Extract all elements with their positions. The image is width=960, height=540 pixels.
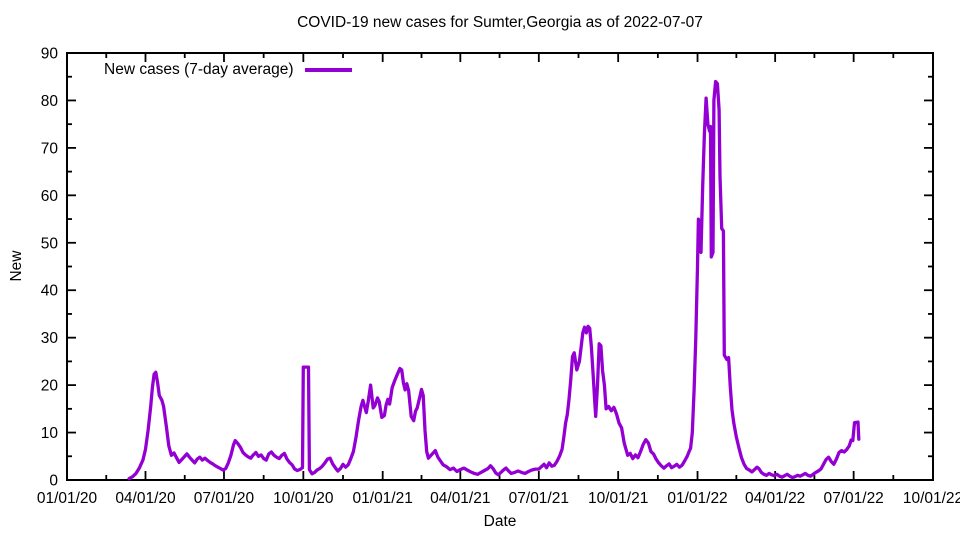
y-tick-label: 90 (41, 46, 59, 63)
legend-line-sample (304, 68, 352, 72)
x-tick-label: 04/01/20 (115, 490, 176, 507)
y-tick-label: 50 (41, 235, 59, 252)
x-tick-label: 10/01/21 (588, 490, 648, 507)
y-tick-label: 70 (41, 140, 59, 157)
y-tick-label: 0 (49, 473, 58, 490)
x-tick-label: 01/01/20 (37, 490, 98, 507)
x-tick-label: 01/01/22 (667, 490, 727, 507)
y-tick-label: 80 (41, 93, 59, 110)
plot-frame (66, 52, 934, 481)
y-tick-label: 20 (41, 378, 59, 395)
y-tick-label: 10 (41, 425, 59, 442)
legend: New cases (7-day average) (104, 61, 352, 79)
x-tick-label: 01/01/21 (353, 490, 413, 507)
legend-label: New cases (7-day average) (104, 61, 294, 78)
x-tick-label: 07/01/21 (509, 490, 569, 507)
x-tick-label: 04/01/22 (745, 490, 805, 507)
y-tick-label: 60 (41, 188, 59, 205)
y-tick-label: 30 (41, 330, 59, 347)
x-tick-label: 10/01/20 (273, 490, 334, 507)
x-tick-label: 07/01/20 (194, 490, 255, 507)
chart-title: COVID-19 new cases for Sumter,Georgia as… (297, 14, 703, 31)
series-line-new-cases (127, 79, 861, 481)
y-tick-label: 40 (41, 283, 59, 300)
x-tick-label: 10/01/22 (903, 490, 960, 507)
x-axis-title: Date (483, 513, 517, 530)
x-tick-label: 07/01/22 (823, 490, 883, 507)
x-tick-label: 04/01/21 (430, 490, 490, 507)
y-axis-title: New (8, 250, 25, 282)
